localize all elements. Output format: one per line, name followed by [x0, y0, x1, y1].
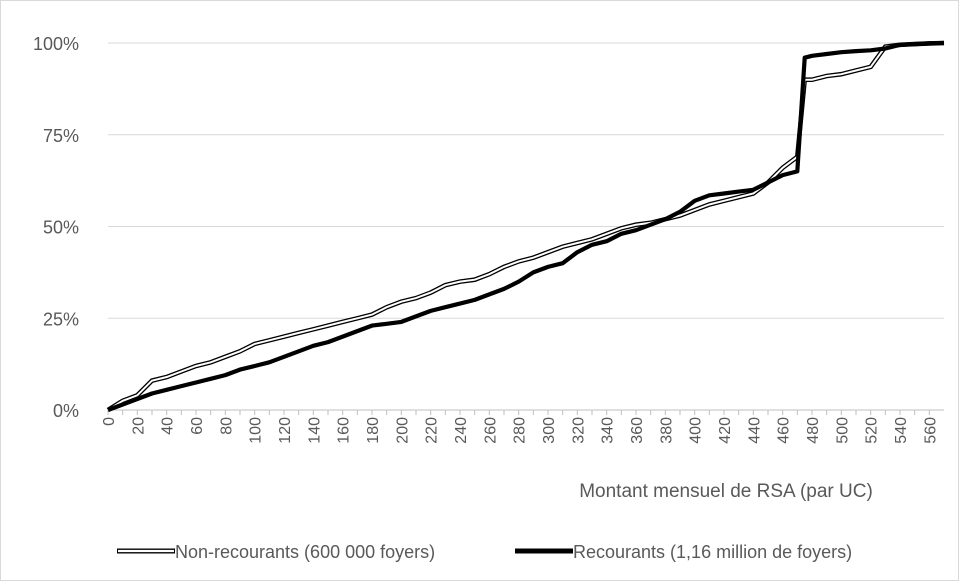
x-tick-label: 520 — [864, 417, 881, 444]
series-lines — [106, 40, 945, 412]
x-tick-label: 20 — [130, 417, 147, 435]
x-tick-label: 340 — [600, 417, 617, 444]
y-axis: 0% 25% 50% 75% 100% — [33, 34, 79, 421]
x-tick-label: 240 — [453, 417, 470, 444]
legend-label-non-recourants: Non-recourants (600 000 foyers) — [175, 542, 435, 562]
x-tick-label: 60 — [189, 417, 206, 435]
grid-lines — [108, 42, 944, 411]
x-tick-label: 0 — [101, 417, 118, 426]
x-tick-label: 420 — [717, 417, 734, 444]
legend-label-recourants: Recourants (1,16 million de foyers) — [573, 542, 852, 562]
x-tick-label: 380 — [658, 417, 675, 444]
x-tick-label: 160 — [336, 417, 353, 444]
x-tick-label: 560 — [922, 417, 939, 444]
legend-item-non-recourants: Non-recourants (600 000 foyers) — [117, 542, 435, 562]
x-tick-label: 440 — [746, 417, 763, 444]
y-tick-label: 100% — [33, 34, 79, 54]
legend: Non-recourants (600 000 foyers) Recouran… — [117, 542, 852, 562]
x-tick-label: 260 — [482, 417, 499, 444]
x-tick-label: 200 — [394, 417, 411, 444]
x-tick-label: 140 — [306, 417, 323, 444]
x-tick-label: 220 — [424, 417, 441, 444]
y-tick-label: 0% — [53, 401, 79, 421]
x-tick-label: 320 — [570, 417, 587, 444]
x-tick-label: 120 — [277, 417, 294, 444]
x-tick-label: 360 — [629, 417, 646, 444]
legend-item-recourants: Recourants (1,16 million de foyers) — [515, 542, 852, 562]
x-tick-label: 280 — [512, 417, 529, 444]
x-tick-label: 180 — [365, 417, 382, 444]
x-tick-label: 300 — [541, 417, 558, 444]
x-tick-label: 40 — [160, 417, 177, 435]
x-tick-label: 400 — [688, 417, 705, 444]
x-tick-label: 500 — [834, 417, 851, 444]
x-tick-label: 100 — [248, 417, 265, 444]
series-line-non-recourants-inner — [107, 42, 945, 411]
series-line-recourants — [107, 40, 945, 412]
x-tick-label: 80 — [218, 417, 235, 435]
x-axis: 0 20 40 60 80 100 120 140 160 180 200 220 240 260 280 3… — [101, 410, 939, 444]
x-tick-label: 460 — [776, 417, 793, 444]
y-tick-label: 75% — [43, 126, 79, 146]
y-tick-label: 50% — [43, 218, 79, 238]
y-tick-label: 25% — [43, 309, 79, 329]
x-tick-label: 480 — [805, 417, 822, 444]
x-axis-title: Montant mensuel de RSA (par UC) — [579, 481, 873, 502]
x-tick-label: 540 — [893, 417, 910, 444]
